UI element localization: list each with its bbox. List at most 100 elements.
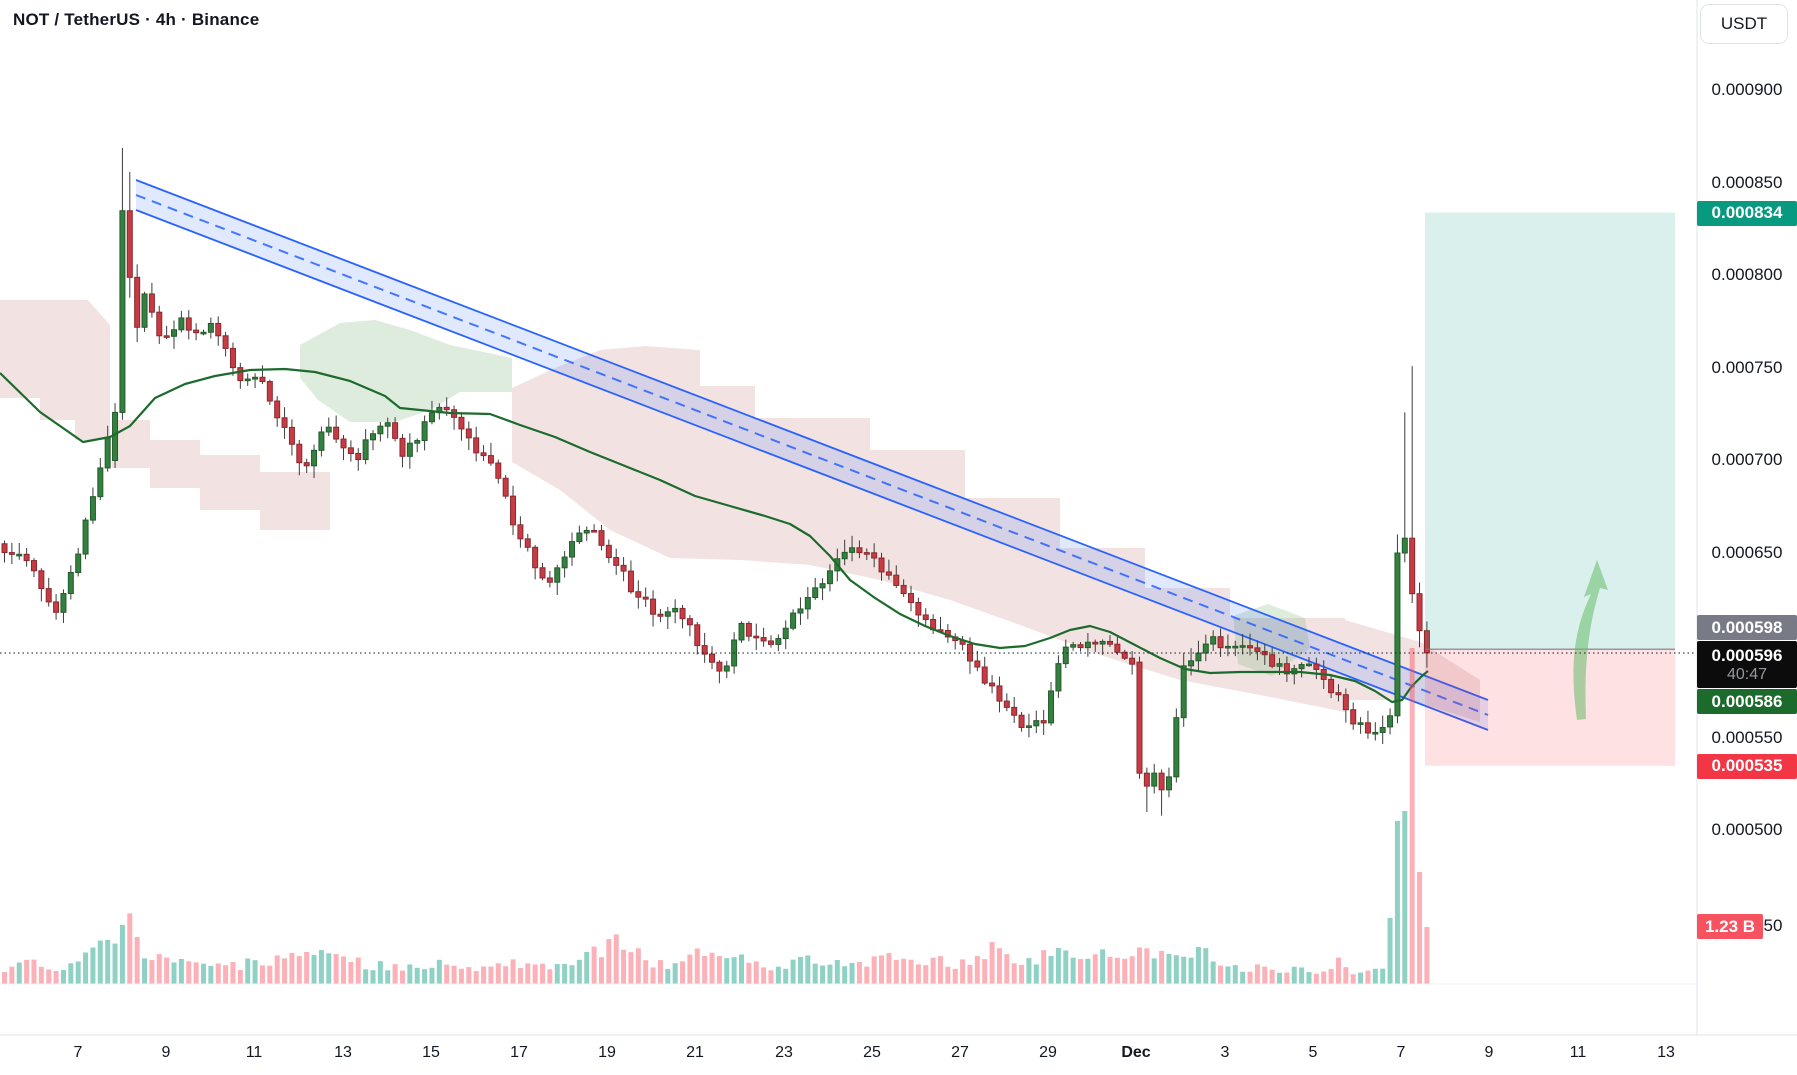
price-tick-label: 0.000700 xyxy=(1711,450,1783,469)
volume-bar xyxy=(399,970,405,984)
volume-bar xyxy=(797,956,803,984)
candle-up xyxy=(89,496,96,521)
candle-up xyxy=(1239,645,1246,648)
volume-bar xyxy=(1328,969,1334,984)
volume-bar xyxy=(1100,949,1106,984)
volume-bar xyxy=(83,952,89,984)
ma-line xyxy=(0,367,1429,704)
volume-bar xyxy=(915,964,921,984)
volume-bar xyxy=(186,961,192,984)
candle-down xyxy=(856,547,863,554)
candle-up xyxy=(318,431,325,451)
volume-bar xyxy=(38,966,44,984)
candle-up xyxy=(1372,731,1379,735)
volume-bar xyxy=(1173,955,1179,984)
volume-bar xyxy=(31,959,37,984)
candle-down xyxy=(458,416,465,430)
channel-center-dashed-line[interactable] xyxy=(135,194,1489,716)
volume-bar xyxy=(215,963,221,984)
time-tick-label: Dec xyxy=(1121,1044,1151,1061)
time-tick-label: 29 xyxy=(1039,1044,1057,1061)
volume-bar xyxy=(1424,927,1430,984)
long-position-tool[interactable] xyxy=(1425,212,1675,766)
volume-bar xyxy=(569,965,575,984)
cloud-red-area xyxy=(512,346,1345,712)
candle-up xyxy=(672,607,679,613)
bar-countdown: 40:47 xyxy=(1726,665,1768,683)
channel-top-line[interactable] xyxy=(135,179,1489,701)
volume-bar xyxy=(1387,918,1393,984)
volume-bar xyxy=(856,961,862,984)
volume-bar xyxy=(716,956,722,984)
volume-bar xyxy=(1269,969,1275,984)
volume-bar xyxy=(879,955,885,984)
candle-up xyxy=(1099,640,1106,645)
candle-up xyxy=(1033,720,1040,727)
volume-bar xyxy=(370,970,376,984)
volume-bar xyxy=(1203,948,1209,984)
volume-bar xyxy=(901,958,907,984)
volume-bar xyxy=(650,967,656,984)
position-loss-box[interactable] xyxy=(1425,649,1675,766)
volume-bar xyxy=(1335,957,1341,984)
candle-up xyxy=(244,378,251,382)
candle-up xyxy=(97,467,104,498)
candle-down xyxy=(355,453,362,461)
candle-up xyxy=(406,442,413,457)
descending-channel-drawing[interactable] xyxy=(135,179,1489,731)
candle-down xyxy=(443,406,450,411)
currency-toggle-button[interactable]: USDT xyxy=(1700,4,1788,44)
candles-layer xyxy=(1,147,1430,816)
volume-bar xyxy=(385,970,391,984)
candle-down xyxy=(885,571,892,576)
candle-down xyxy=(613,557,620,566)
candle-down xyxy=(473,437,480,454)
volume-bar xyxy=(937,956,943,984)
volume-bar xyxy=(2,971,7,984)
candle-up xyxy=(1298,664,1305,670)
volume-bar xyxy=(429,967,435,984)
time-axis[interactable]: 7 9 11 13 15 17 19 21 23 25 27 29 Dec 3 5 7 9 11 13 xyxy=(0,1035,1797,1075)
candle-down xyxy=(1217,636,1224,649)
price-tick-label: 0.000550 xyxy=(1711,728,1783,747)
volume-bar xyxy=(53,970,59,984)
volume-bar xyxy=(46,969,52,984)
up-arrow-annotation[interactable] xyxy=(1573,560,1608,720)
volume-bar xyxy=(687,954,693,984)
volume-bar xyxy=(1365,970,1371,984)
volume-bar xyxy=(694,948,700,984)
candle-down xyxy=(974,660,981,668)
candle-up xyxy=(1195,652,1202,662)
volume-bar xyxy=(893,959,899,984)
volume-bar xyxy=(525,963,531,984)
candle-down xyxy=(1018,714,1025,728)
volume-bar xyxy=(134,937,140,984)
candle-down xyxy=(1409,537,1416,595)
candle-up xyxy=(119,210,126,413)
volume-bar xyxy=(326,953,332,984)
position-profit-box[interactable] xyxy=(1425,212,1675,650)
candle-up xyxy=(178,317,185,331)
volume-bar xyxy=(1011,963,1017,984)
candle-down xyxy=(650,598,657,615)
candle-up xyxy=(1055,663,1062,692)
volume-bar xyxy=(672,963,678,984)
candle-up xyxy=(75,553,82,574)
volume-bar xyxy=(495,963,501,984)
candle-down xyxy=(1283,663,1290,675)
stop-price-label: 0.000535 xyxy=(1697,753,1797,779)
price-tick-label: 0.000750 xyxy=(1711,358,1783,377)
channel-bottom-line[interactable] xyxy=(135,209,1489,731)
candle-up xyxy=(1305,663,1312,667)
price-axis[interactable]: 0.000834 0.000598 0.000596 40:47 0.00058… xyxy=(1697,0,1797,1035)
candle-down xyxy=(878,557,885,573)
candle-down xyxy=(399,437,406,457)
volume-bar xyxy=(1055,947,1061,984)
volume-bar xyxy=(540,963,546,984)
time-tick-label: 15 xyxy=(422,1044,440,1061)
candle-down xyxy=(642,596,649,600)
volume-bar xyxy=(849,962,855,984)
volume-bar xyxy=(1019,964,1025,984)
volume-bar xyxy=(989,942,995,984)
